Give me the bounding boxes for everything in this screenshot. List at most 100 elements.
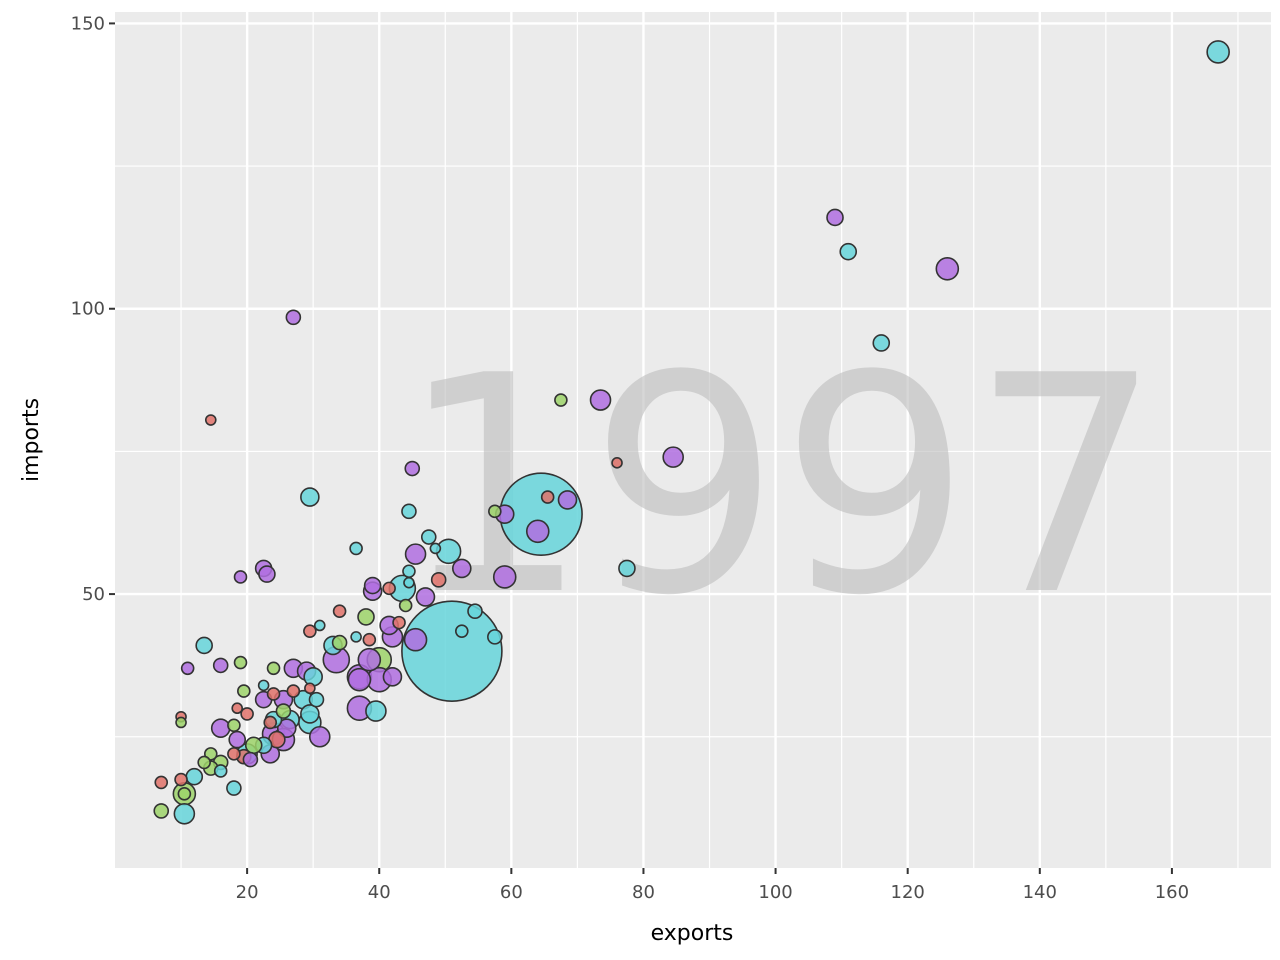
data-point: [349, 541, 363, 556]
data-point: [227, 747, 241, 761]
data-point: [430, 572, 447, 588]
major-gridlines: [115, 12, 1271, 868]
data-point: [332, 604, 347, 619]
data-point: [303, 624, 317, 638]
data-points: [153, 40, 1230, 825]
data-point: [154, 775, 169, 790]
y-tick-label: 150: [71, 13, 105, 34]
data-point: [313, 619, 326, 632]
data-point: [935, 256, 960, 281]
data-point: [286, 684, 301, 698]
data-point: [177, 787, 192, 801]
data-point: [347, 667, 372, 692]
data-point: [611, 457, 623, 469]
data-point: [227, 718, 241, 733]
data-point: [285, 309, 302, 326]
data-point: [362, 632, 377, 647]
data-point: [525, 519, 550, 544]
data-point: [308, 725, 331, 748]
data-point: [185, 767, 204, 786]
data-point: [382, 581, 396, 596]
data-point: [401, 600, 503, 702]
x-tick-label: 140: [1023, 882, 1057, 903]
data-point: [153, 803, 170, 819]
data-point: [589, 389, 612, 411]
data-point: [392, 615, 406, 630]
x-tick-label: 120: [891, 882, 925, 903]
data-point: [420, 529, 437, 545]
data-point: [839, 242, 858, 261]
data-point: [195, 636, 213, 655]
data-point: [242, 751, 259, 768]
x-tick-label: 160: [1155, 882, 1189, 903]
data-point: [257, 679, 270, 692]
data-point: [467, 603, 483, 620]
data-point: [231, 702, 244, 715]
data-point: [204, 414, 217, 426]
data-point: [175, 716, 187, 729]
data-point: [618, 559, 636, 578]
data-point: [213, 764, 228, 778]
y-tick-label: 50: [82, 584, 105, 605]
minor-gridlines: [115, 12, 1271, 868]
data-point: [454, 624, 469, 638]
data-point: [363, 576, 382, 595]
data-point: [303, 667, 323, 687]
y-axis: 50 100 150: [71, 13, 115, 605]
data-point: [557, 490, 578, 510]
x-tick-label: 80: [632, 882, 655, 903]
data-point: [228, 730, 247, 749]
data-point: [304, 682, 316, 695]
x-tick-label: 40: [368, 882, 391, 903]
y-axis-title: imports: [19, 398, 44, 482]
data-point: [308, 691, 325, 708]
data-point: [492, 565, 517, 589]
data-point: [180, 661, 195, 676]
data-point: [212, 657, 229, 674]
x-tick-label: 100: [758, 882, 792, 903]
x-axis-title: exports: [651, 921, 734, 946]
data-point: [404, 460, 421, 477]
data-point: [300, 704, 320, 724]
data-point: [401, 503, 417, 520]
data-point: [300, 487, 320, 507]
data-point: [451, 558, 472, 579]
data-point: [350, 631, 362, 643]
data-point: [210, 718, 231, 738]
data-point: [826, 208, 844, 227]
data-point: [398, 598, 413, 613]
data-point: [331, 634, 348, 651]
data-point: [197, 755, 211, 770]
data-point: [365, 700, 387, 722]
data-point: [403, 576, 415, 589]
data-point: [233, 570, 248, 584]
data-point: [488, 504, 502, 519]
y-tick-label: 100: [71, 299, 105, 320]
x-axis: 20 40 60 80 100 120 140 160: [236, 868, 1189, 903]
data-point: [415, 587, 436, 607]
x-tick-label: 60: [500, 882, 523, 903]
data-point: [662, 446, 684, 468]
data-point: [357, 608, 375, 626]
data-point: [266, 687, 281, 701]
data-point: [233, 655, 248, 670]
data-point: [382, 667, 403, 687]
data-point: [540, 490, 555, 504]
data-point: [429, 542, 442, 555]
data-point: [1206, 40, 1230, 64]
data-point: [174, 772, 188, 787]
data-point: [357, 647, 382, 672]
data-point: [226, 780, 242, 796]
data-point: [402, 564, 416, 579]
data-point: [263, 715, 278, 730]
data-point: [266, 661, 281, 676]
data-point: [275, 703, 292, 719]
data-point: [487, 629, 503, 645]
data-point: [173, 802, 196, 825]
data-point: [403, 627, 428, 652]
data-point: [258, 565, 276, 583]
data-point: [240, 707, 254, 721]
x-tick-label: 20: [236, 882, 259, 903]
data-point: [872, 334, 891, 352]
